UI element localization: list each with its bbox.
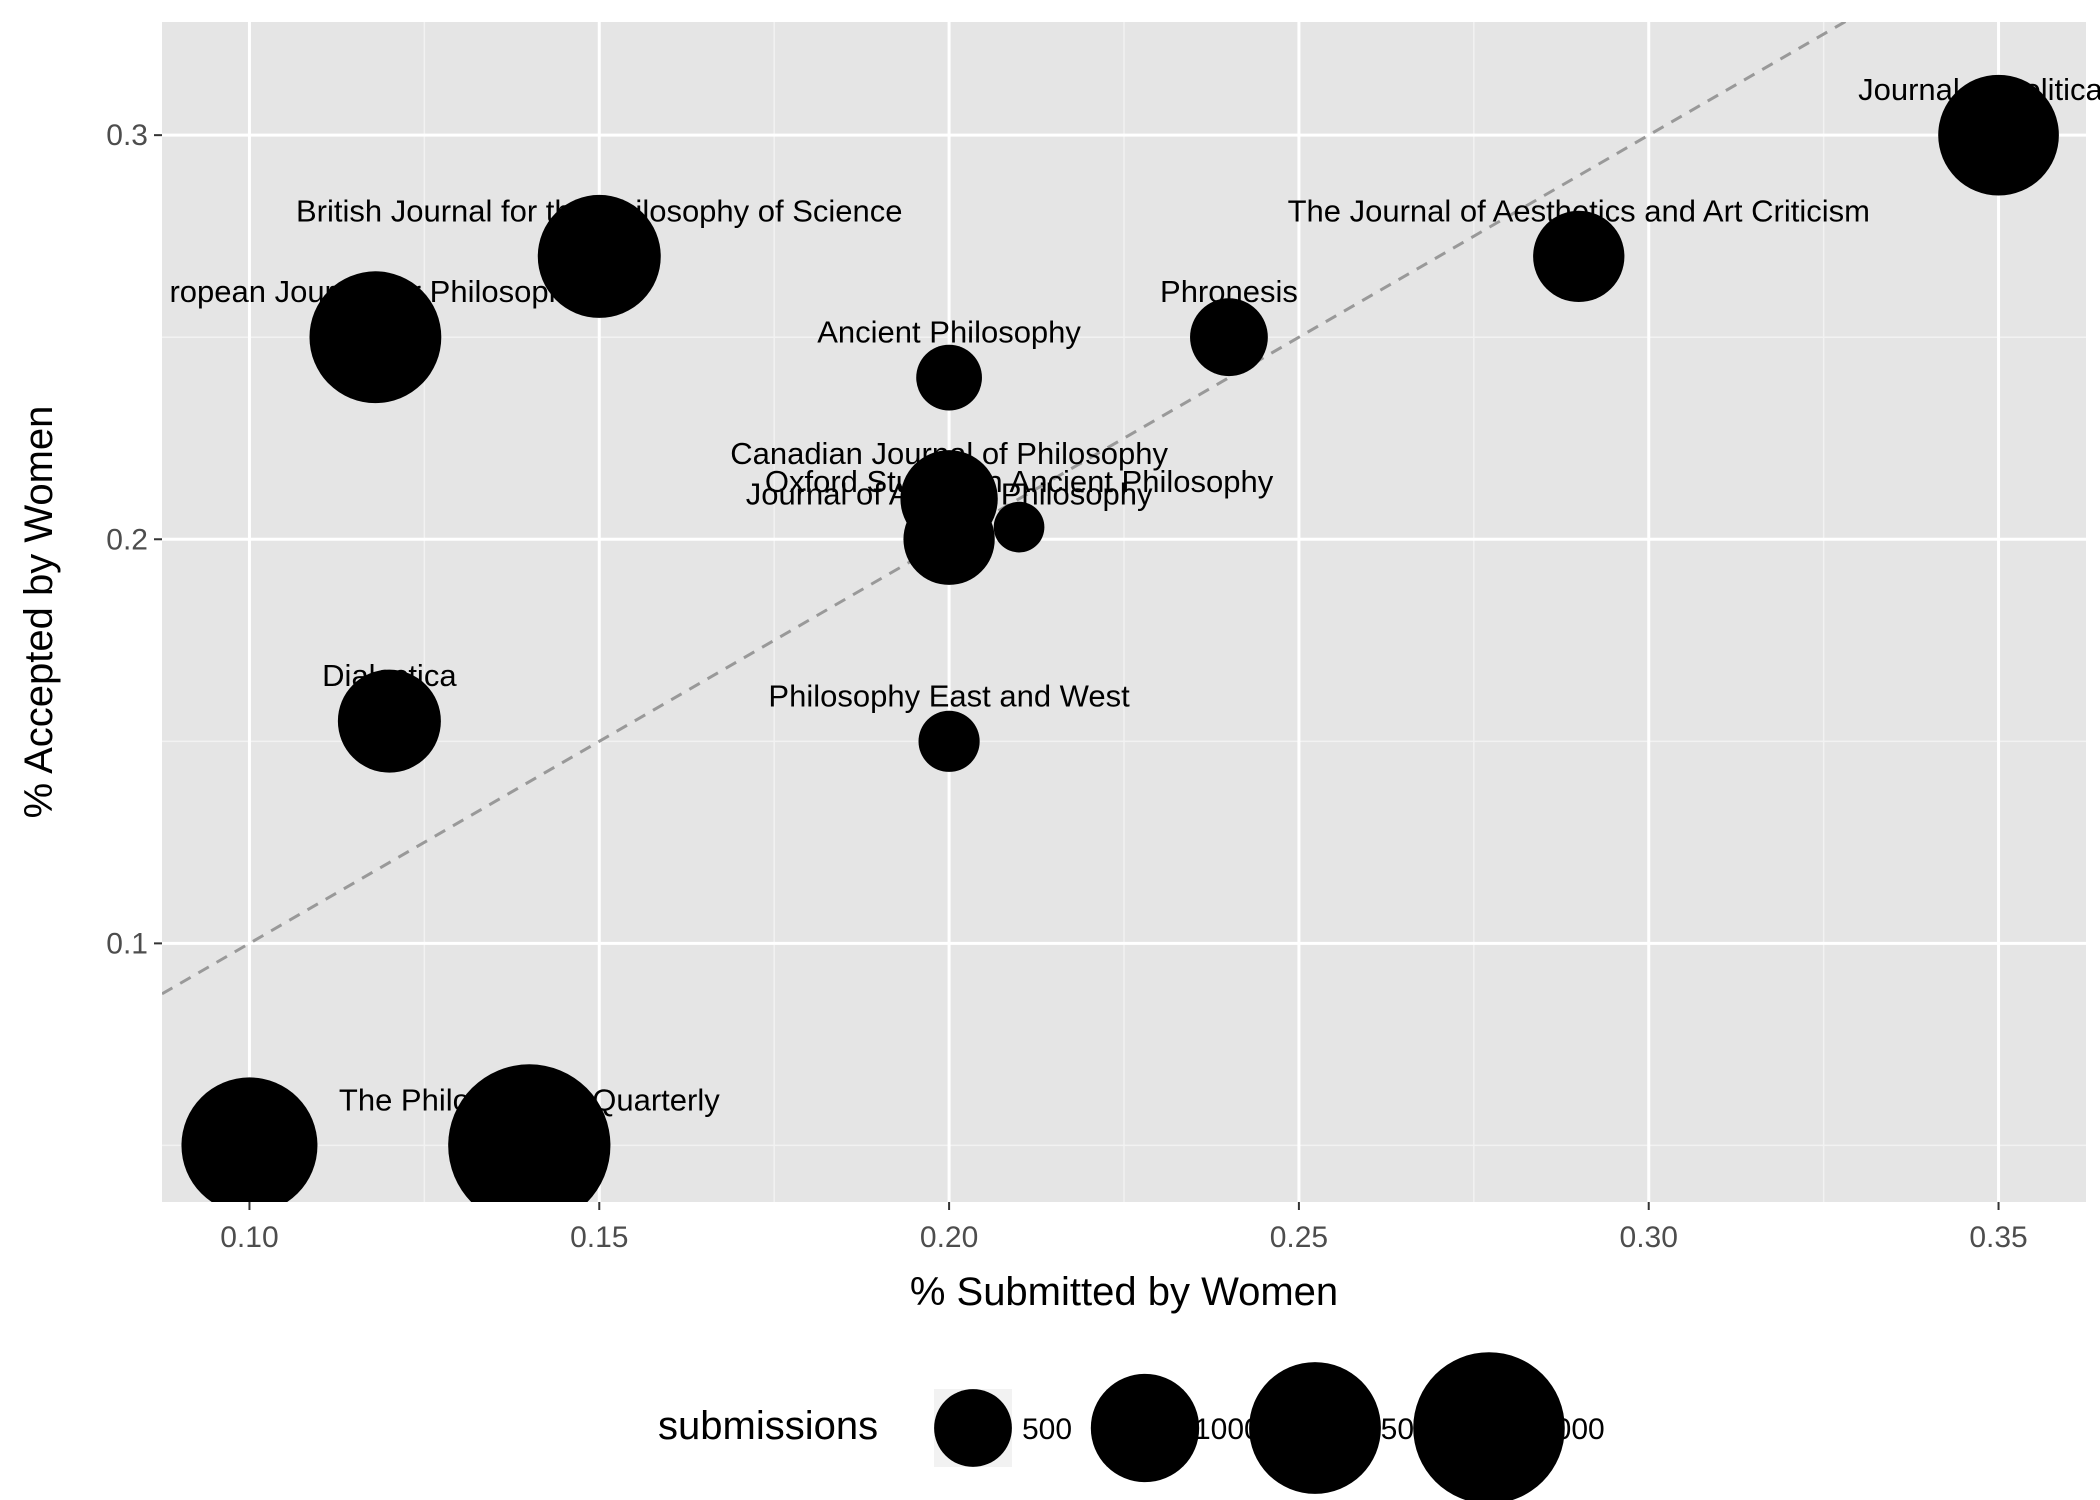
legend-label: 2000: [1538, 1413, 1605, 1446]
point-label: Oxford Studies in Ancient Philosophy: [765, 464, 1274, 499]
data-point: [918, 710, 980, 772]
size-legend: submissions 500 1000 1500 2000: [658, 1352, 1605, 1500]
point-label: Phronesis: [1160, 274, 1298, 309]
point-label: ropean Journal for Philosophy: [169, 274, 581, 309]
y-axis-title: % Accepted by Women: [17, 406, 61, 819]
legend-title: submissions: [658, 1404, 878, 1448]
point-label: Ancient Philosophy: [817, 315, 1081, 350]
x-axis-title: % Submitted by Women: [910, 1270, 1338, 1314]
data-point: [448, 1064, 611, 1202]
data-point: [993, 501, 1045, 553]
data-point: [337, 669, 441, 773]
x-tick-label: 0.25: [1270, 1221, 1328, 1254]
major-gridlines: [162, 22, 2086, 1202]
x-tick-label: 0.30: [1620, 1221, 1678, 1254]
x-axis-ticks: 0.10 0.15 0.20 0.25 0.30 0.35: [220, 1202, 2028, 1254]
point-labels: Journal of Political P British Journal fo…: [169, 72, 2100, 1117]
point-label: British Journal for the Philosophy of Sc…: [296, 193, 903, 228]
data-points: [181, 74, 2059, 1202]
legend-symbol: [1413, 1352, 1565, 1500]
data-point: [1190, 298, 1268, 377]
data-point: [1533, 210, 1625, 303]
y-tick-label: 0.2: [106, 523, 148, 556]
data-point: [309, 271, 442, 404]
point-label: Journal of Political P: [1858, 72, 2100, 107]
point-label: Dialectica: [322, 658, 457, 693]
point-label: The Journal of Aesthetics and Art Critic…: [1288, 193, 1870, 228]
legend-label: 500: [1022, 1413, 1072, 1446]
data-point: [537, 194, 661, 318]
point-label: The Philosophical Quarterly: [339, 1082, 720, 1117]
data-point: [181, 1077, 318, 1202]
point-label: Journal of Applied Philosophy: [746, 476, 1153, 511]
data-point: [903, 493, 995, 585]
x-tick-label: 0.35: [1969, 1221, 2027, 1254]
data-point: [916, 344, 982, 411]
legend-symbol: [1249, 1362, 1381, 1494]
point-label: MIND: [210, 1082, 289, 1117]
data-point: [1938, 74, 2059, 196]
legend-symbol: [1090, 1373, 1200, 1483]
point-label: Philosophy East and West: [768, 678, 1130, 713]
x-tick-label: 0.20: [920, 1221, 978, 1254]
y-tick-label: 0.3: [106, 119, 148, 152]
y-axis-ticks: 0.1 0.2 0.3: [106, 119, 162, 960]
x-tick-label: 0.15: [570, 1221, 628, 1254]
x-tick-label: 0.10: [220, 1221, 278, 1254]
minor-gridlines: [162, 22, 2086, 1202]
point-label: Canadian Journal of Philosophy: [730, 436, 1168, 471]
reference-line: [162, 22, 1848, 996]
y-tick-label: 0.1: [106, 927, 148, 960]
legend-symbol: [934, 1389, 1012, 1467]
